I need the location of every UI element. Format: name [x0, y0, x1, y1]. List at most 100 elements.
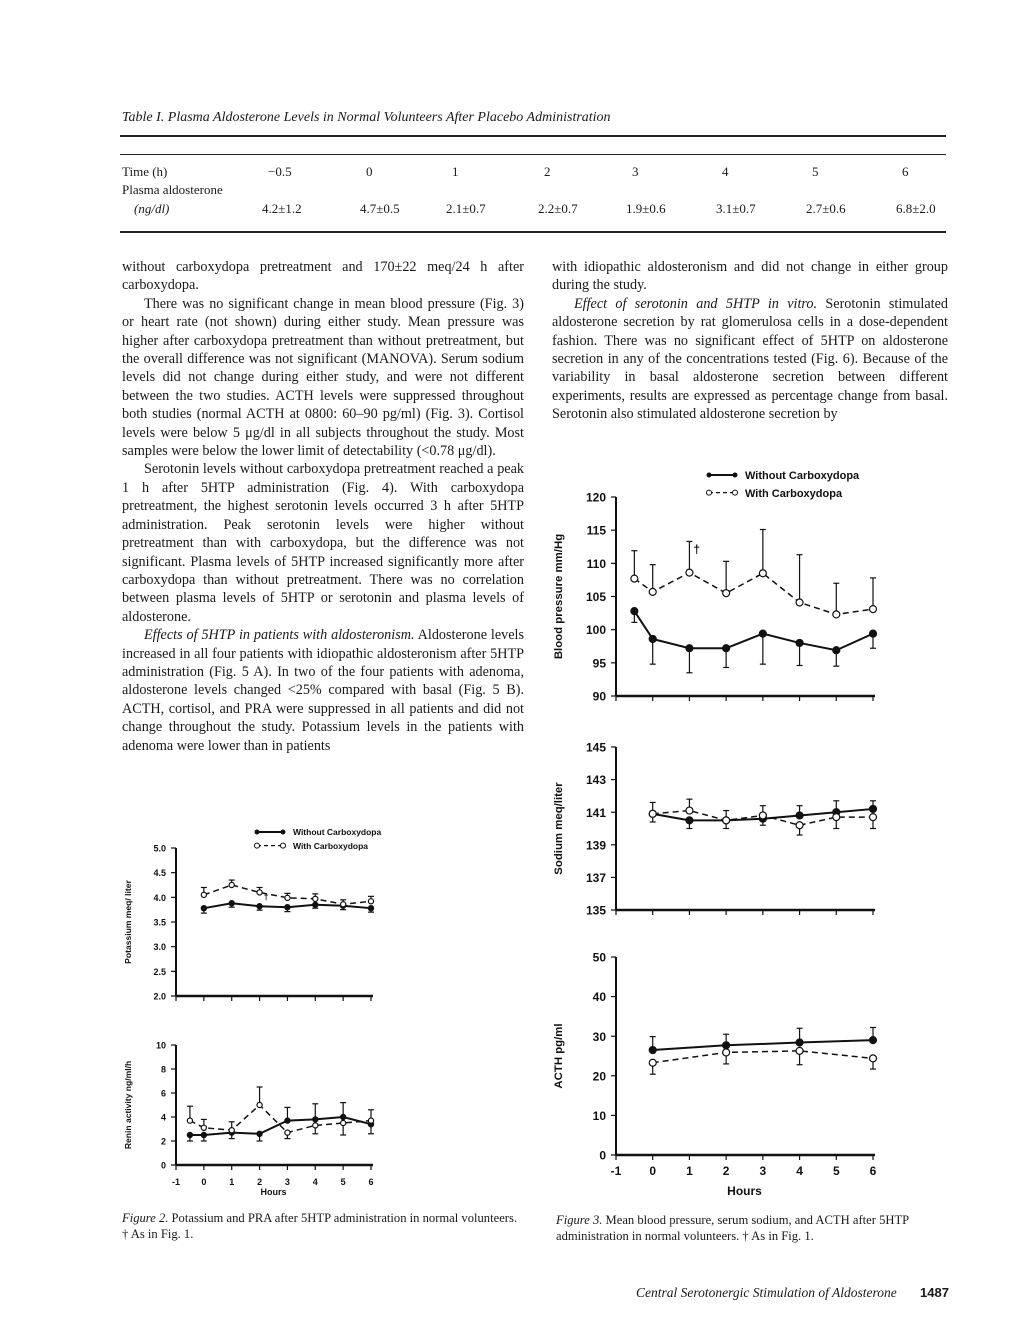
- table-time-cell: −0.5: [268, 164, 292, 179]
- series-line-without: [189, 1115, 372, 1136]
- legend-marker-without: [732, 472, 738, 478]
- data-point: [228, 1126, 235, 1134]
- data-point: [648, 634, 657, 644]
- x-tick-label: -1: [172, 1177, 180, 1187]
- y-tick-label: 4.0: [153, 893, 166, 903]
- paragraph: There was no significant change in mean …: [122, 295, 524, 460]
- paragraph: Serotonin levels without carboxydopa pre…: [122, 461, 524, 625]
- y-axis-label: Blood pressure mm/Hg: [553, 534, 565, 659]
- data-point: [312, 895, 319, 903]
- data-point: [795, 598, 804, 607]
- legend-label-with: With Carboxydopa: [745, 488, 843, 500]
- x-tick-label: 4: [796, 1164, 803, 1178]
- x-tick-label: -1: [611, 1164, 622, 1178]
- table-row-unit: (ng/dl): [134, 201, 170, 216]
- data-point: [200, 1131, 208, 1139]
- table-time-cell: 5: [812, 164, 819, 179]
- y-tick-label: 8: [161, 1064, 166, 1074]
- data-point: [200, 891, 208, 899]
- table-row-label-time: Time (h): [122, 164, 168, 179]
- data-point: [868, 605, 878, 614]
- figure2-caption: Figure 2. Potassium and PRA after 5HTP a…: [122, 1210, 522, 1242]
- table-time-cell: 1: [452, 164, 459, 179]
- data-point: [685, 568, 694, 577]
- data-point: [367, 898, 375, 905]
- legend-label-without: Without Carboxydopa: [293, 827, 381, 837]
- running-title: Central Serotonergic Stimulation of Aldo…: [636, 1285, 897, 1300]
- table-title: Table I. Plasma Aldosterone Levels in No…: [122, 110, 611, 125]
- data-point: [339, 1119, 347, 1127]
- x-tick-label: 2: [723, 1164, 730, 1178]
- y-tick-label: 50: [593, 951, 607, 965]
- data-point: [648, 587, 657, 596]
- y-tick-label: 0: [161, 1160, 166, 1170]
- chart-potassium: 2.0 2.5 3.0 3.5 4.0 4.5 5.0 Potassium meq/ lite…: [123, 843, 375, 1001]
- figure3-caption: Figure 3. Mean blood pressure, serum sod…: [556, 1212, 926, 1244]
- table-value-cell: 3.1±0.7: [716, 201, 756, 216]
- table-row-label-aldosterone: Plasma aldosterone: [122, 182, 223, 197]
- data-point: [758, 569, 767, 578]
- table-value-cell: 4.2±1.2: [262, 201, 302, 216]
- y-tick-label: 3.0: [153, 942, 166, 952]
- data-point: [339, 901, 347, 908]
- data-point: [228, 881, 235, 889]
- legend-marker-without: [280, 829, 286, 835]
- y-axis-label: Renin activity ng/ml/h: [123, 1061, 133, 1149]
- data-point: [284, 894, 291, 902]
- figure2-legend: Without Carboxydopa With Carboxydopa: [254, 827, 381, 851]
- data-point: [685, 644, 694, 653]
- series-line-with: [189, 1103, 372, 1134]
- y-tick-label: 5.0: [153, 843, 166, 853]
- legend-marker-with: [254, 842, 260, 849]
- y-tick-label: 137: [586, 871, 606, 885]
- table-value-cell: 2.2±0.7: [538, 201, 578, 216]
- y-tick-label: 40: [593, 990, 607, 1004]
- section-heading: Effect of serotonin and 5HTP in vitro.: [574, 295, 818, 312]
- data-point: [795, 811, 804, 820]
- page-number: 1487: [920, 1285, 949, 1300]
- series-line-without: [633, 610, 874, 652]
- data-point: [722, 589, 731, 598]
- data-point: [685, 816, 694, 825]
- y-tick-label: 4: [161, 1112, 166, 1122]
- table-rule-top: [120, 135, 946, 137]
- x-tick-label: 1: [229, 1177, 234, 1187]
- y-tick-label: 145: [586, 741, 606, 755]
- series-line-without: [652, 1039, 874, 1052]
- data-point: [200, 1124, 208, 1132]
- x-tick-label: 0: [201, 1177, 206, 1187]
- y-axis-label: Potassium meq/ liter: [123, 880, 133, 964]
- y-tick-label: 90: [593, 690, 607, 704]
- figure2-label: Figure 2.: [122, 1211, 169, 1225]
- data-point: [868, 1036, 878, 1045]
- figure3-label: Figure 3.: [556, 1213, 603, 1227]
- data-point: [256, 1101, 263, 1109]
- dagger-annotation: †: [264, 891, 269, 901]
- data-point: [228, 900, 235, 907]
- data-point: [284, 1117, 291, 1124]
- data-point: [312, 1122, 319, 1129]
- data-point: [648, 1045, 657, 1055]
- y-tick-label: 2.0: [153, 991, 166, 1001]
- data-point: [722, 816, 731, 825]
- paragraph: Effect of serotonin and 5HTP in vitro. S…: [552, 295, 948, 424]
- y-tick-label: 2.5: [153, 967, 166, 977]
- data-point: [367, 1117, 375, 1124]
- table-time-cell: 6: [902, 164, 909, 179]
- paragraph-text: Serotonin stimulated aldosterone secreti…: [552, 295, 948, 423]
- y-tick-label: 135: [586, 904, 606, 918]
- data-point: [795, 821, 804, 830]
- data-point: [832, 812, 841, 822]
- data-point: [795, 638, 804, 648]
- data-point: [256, 1130, 263, 1138]
- data-point: [868, 629, 878, 638]
- legend-label-without: Without Carboxydopa: [745, 470, 860, 482]
- data-point: [312, 1116, 319, 1123]
- legend-marker-with: [732, 489, 738, 496]
- legend-marker-with: [706, 489, 712, 496]
- table-value-cell: 6.8±2.0: [896, 201, 936, 216]
- legend-marker-without: [254, 829, 260, 835]
- table-rule-bottom: [120, 231, 946, 233]
- x-tick-label: 3: [285, 1177, 290, 1187]
- figure3-caption-text: Mean blood pressure, serum sodium, and A…: [556, 1213, 909, 1243]
